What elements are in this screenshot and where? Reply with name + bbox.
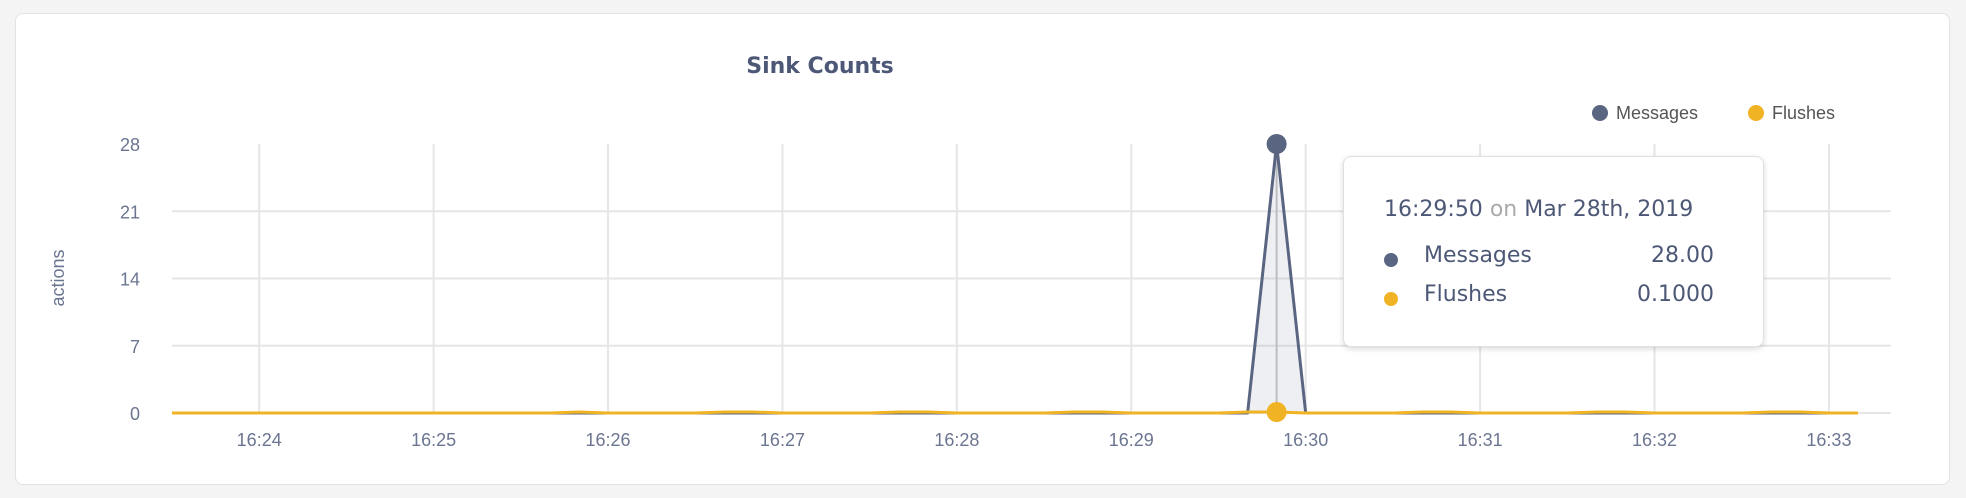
flushes-legend-dot-icon <box>1748 105 1764 121</box>
tooltip-series-value: 0.1000 <box>1637 282 1714 307</box>
tooltip-series-name: Messages <box>1424 243 1532 268</box>
flushes-line <box>172 410 1858 415</box>
tooltip-on: on <box>1489 197 1518 222</box>
y-tick-label: 28 <box>120 135 140 155</box>
tooltip-time: 16:29:50 <box>1384 197 1483 222</box>
x-tick-label: 16:26 <box>586 430 631 450</box>
tooltip-header: 16:29:50 on Mar 28th, 2019 <box>1384 197 1693 222</box>
flushes-highlight-point <box>1266 402 1287 423</box>
messages-legend-label: Messages <box>1616 103 1698 123</box>
x-tick-label: 16:29 <box>1109 430 1154 450</box>
flushes-dot-icon <box>1384 292 1398 306</box>
x-tick-label: 16:27 <box>760 430 805 450</box>
x-tick-label: 16:32 <box>1632 430 1677 450</box>
tooltip-series-value: 28.00 <box>1651 243 1714 268</box>
x-tick-label: 16:24 <box>237 430 282 450</box>
tooltip: 16:29:50 on Mar 28th, 2019 Messages 28.0… <box>1343 156 1764 347</box>
messages-dot-icon <box>1384 253 1398 267</box>
y-tick-label: 0 <box>130 404 140 424</box>
tooltip-series-name: Flushes <box>1424 282 1508 307</box>
tooltip-date: Mar 28th, 2019 <box>1524 197 1694 222</box>
y-tick-label: 21 <box>120 202 140 222</box>
x-tick-label: 16:30 <box>1283 430 1328 450</box>
tooltip-row-flushes: Flushes 0.1000 <box>1384 282 1714 312</box>
y-axis-label: actions <box>48 249 68 306</box>
y-tick-label: 14 <box>120 270 140 290</box>
flushes-legend-label: Flushes <box>1772 103 1835 123</box>
messages-highlight-point <box>1266 134 1287 154</box>
x-tick-label: 16:33 <box>1806 430 1851 450</box>
x-tick-label: 16:28 <box>934 430 979 450</box>
x-tick-label: 16:25 <box>411 430 456 450</box>
x-tick-label: 16:31 <box>1458 430 1503 450</box>
y-tick-label: 7 <box>130 337 140 357</box>
tooltip-row-messages: Messages 28.00 <box>1384 243 1714 273</box>
chart-title: Sink Counts <box>746 54 894 79</box>
messages-legend-dot-icon <box>1592 105 1608 121</box>
